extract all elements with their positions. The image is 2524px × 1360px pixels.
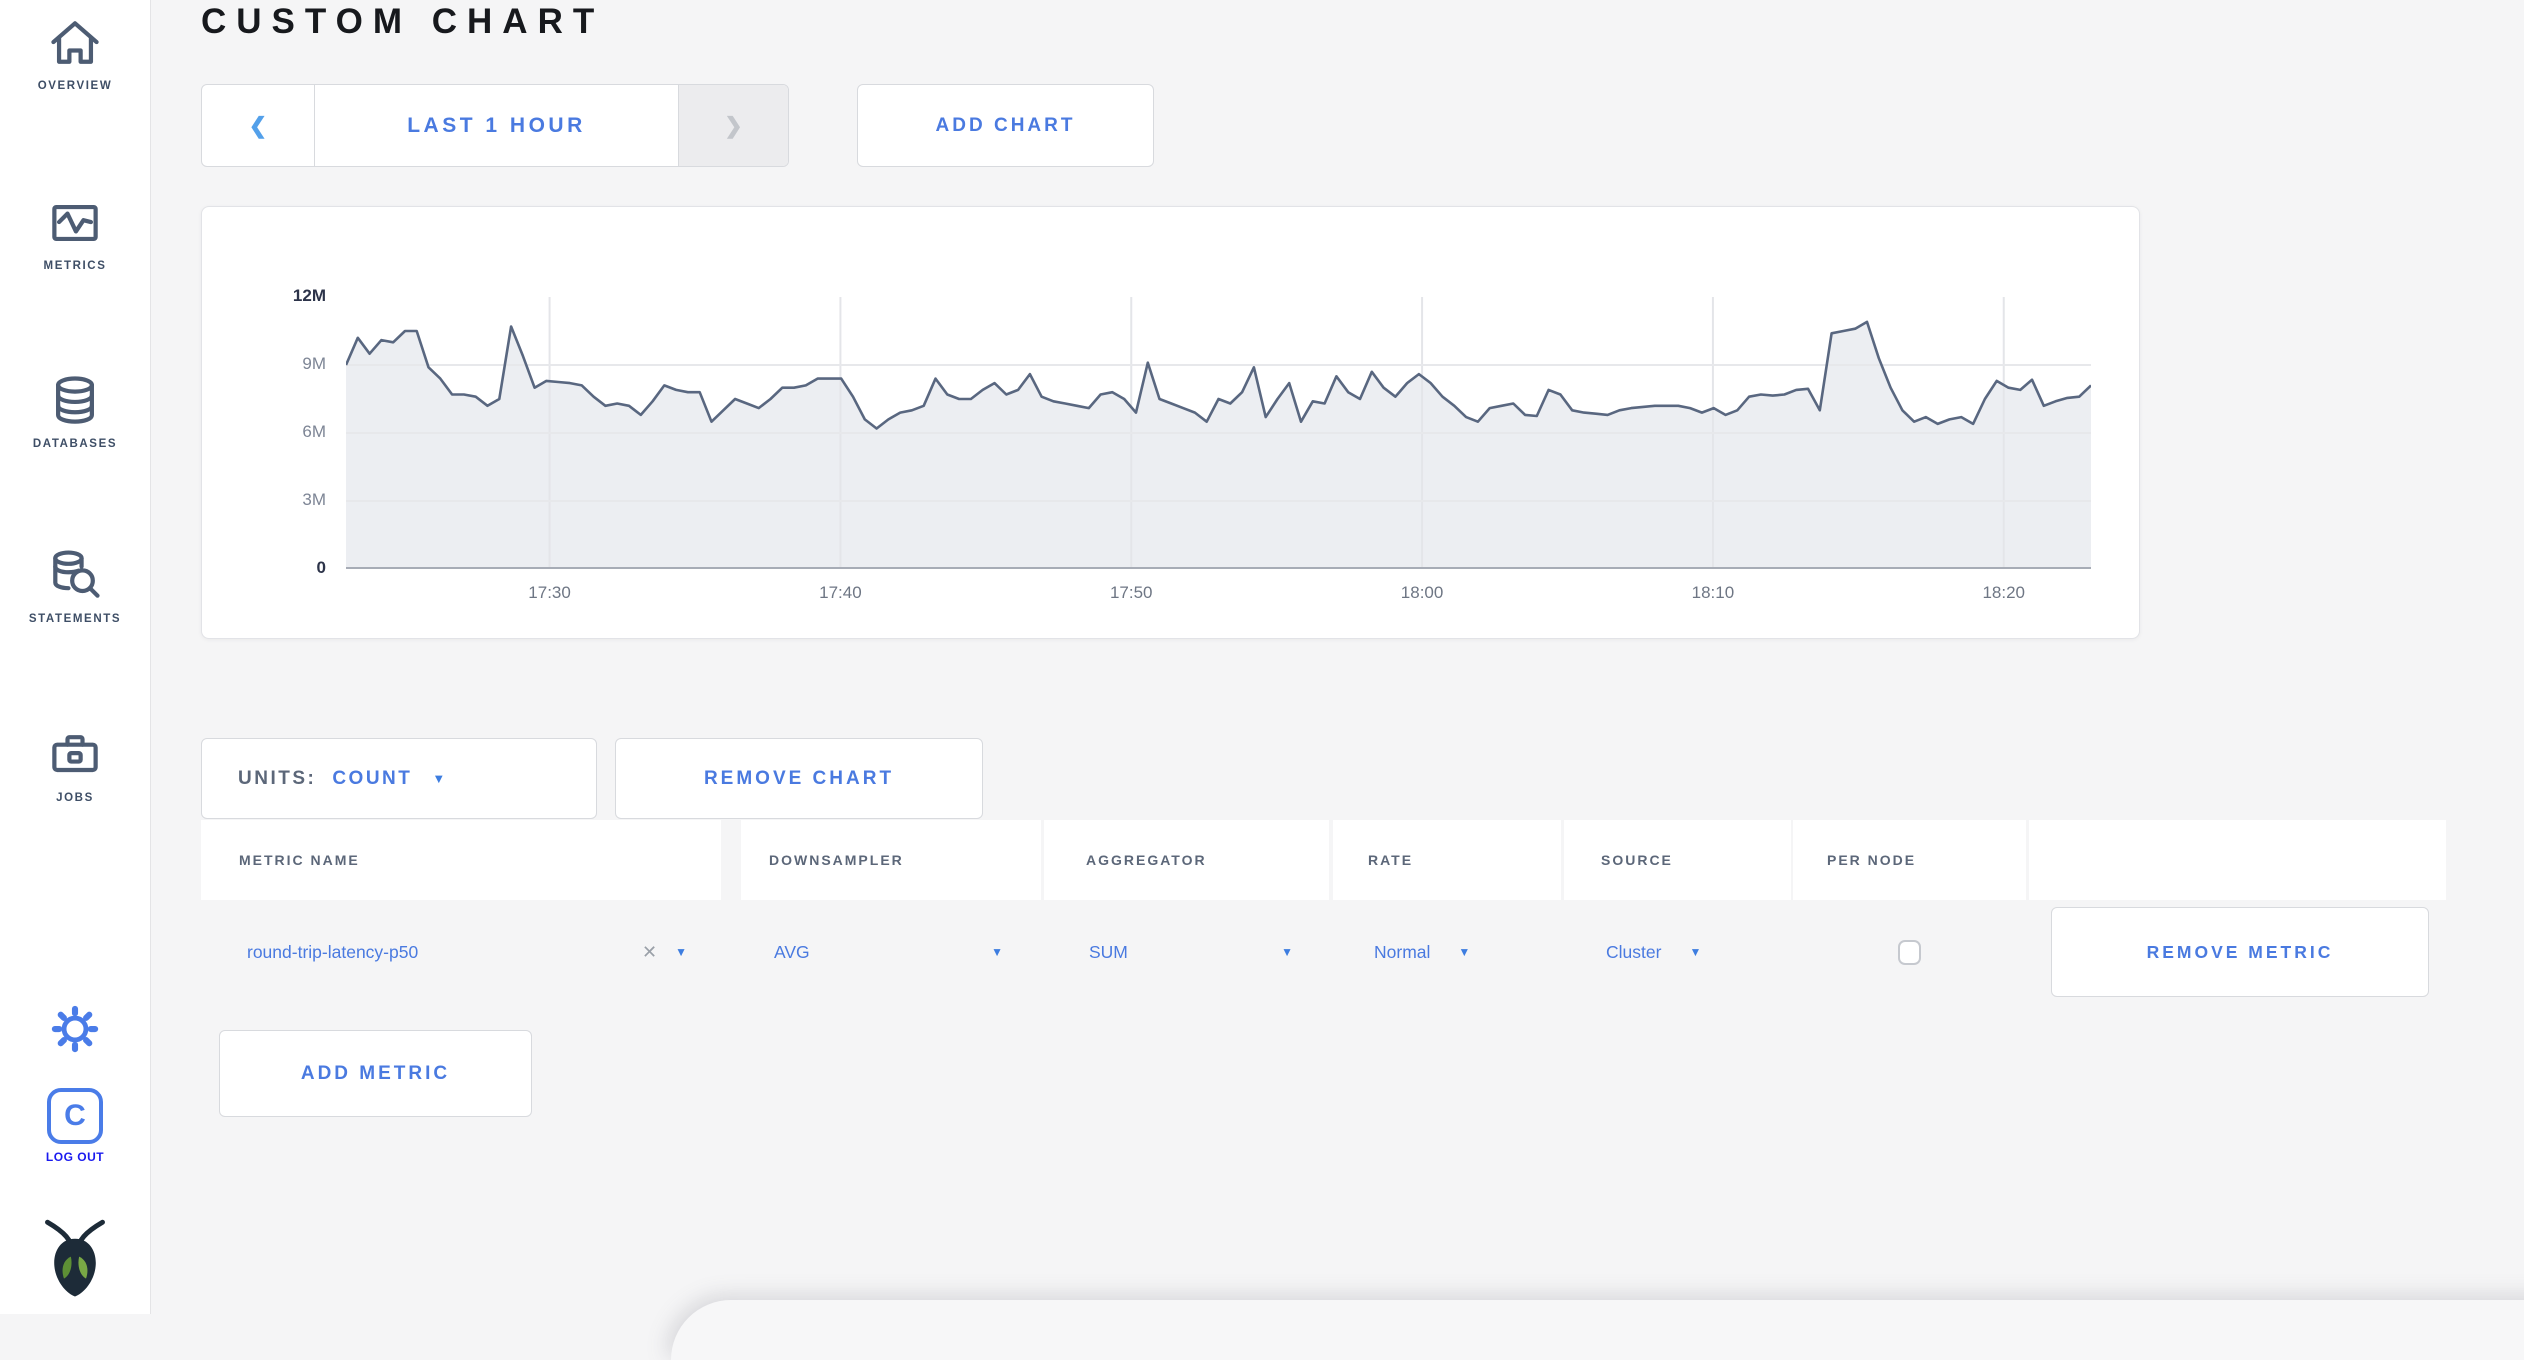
gear-icon (0, 1001, 150, 1057)
column-header-per-node: PER NODE (1793, 820, 2026, 900)
sidebar-item-label: JOBS (56, 792, 94, 804)
units-dropdown[interactable]: UNITS: COUNT ▼ (201, 738, 597, 819)
close-icon[interactable]: ✕ (642, 941, 658, 962)
aggregator-cell: SUM ▼ (1044, 942, 1329, 963)
column-header-rate: RATE (1333, 820, 1561, 900)
chevron-right-icon: ❯ (724, 112, 743, 138)
sidebar-item-overview[interactable]: OVERVIEW (0, 13, 150, 92)
metric-name-cell: round-trip-latency-p50 ✕ ▼ (201, 942, 721, 963)
time-window-selector: ❮ LAST 1 HOUR ❯ (201, 84, 789, 167)
column-header-source: SOURCE (1564, 820, 1791, 900)
x-axis-tick-label: 18:00 (1400, 583, 1444, 602)
units-value: COUNT (332, 767, 413, 789)
database-icon (0, 371, 150, 431)
metrics-table: METRIC NAME DOWNSAMPLER AGGREGATOR RATE … (201, 820, 2446, 1004)
rate-cell: Normal ▼ (1333, 942, 1561, 963)
chevron-down-icon[interactable]: ▼ (675, 945, 687, 959)
x-axis-tick-label: 17:30 (528, 583, 571, 602)
chart-card: 0 3M 6M 9M 12M 17:30 17:40 17:50 18:00 18:10 18:20 (201, 206, 2140, 639)
line-chart (344, 297, 2092, 569)
per-node-checkbox[interactable] (1898, 939, 1921, 965)
remove-metric-button[interactable]: REMOVE METRIC (2051, 907, 2429, 997)
statements-icon (0, 546, 150, 606)
chevron-down-icon: ▼ (432, 771, 449, 786)
sidebar-item-databases[interactable]: DATABASES (0, 371, 150, 450)
chart-toolbar: UNITS: COUNT ▼ REMOVE CHART (201, 738, 983, 819)
x-axis-tick-label: 17:50 (1109, 583, 1153, 602)
settings-button[interactable] (0, 1001, 150, 1057)
chevron-down-icon[interactable]: ▼ (1458, 945, 1471, 959)
actions-cell: REMOVE METRIC (2029, 907, 2446, 997)
x-axis-tick-label: 18:10 (1691, 583, 1735, 602)
logout-button[interactable]: C LOG OUT (0, 1088, 150, 1164)
y-axis-tick-label: 0 (316, 558, 326, 577)
bug-icon (0, 1216, 150, 1300)
logout-label: LOG OUT (45, 1150, 105, 1164)
time-prev-button[interactable]: ❮ (202, 85, 315, 166)
cockroach-bug-logo (0, 1216, 150, 1300)
sidebar-item-metrics[interactable]: METRICS (0, 193, 150, 272)
y-axis-tick-label: 12M (292, 286, 326, 305)
chevron-down-icon[interactable]: ▼ (1689, 945, 1702, 959)
chart-svg (344, 297, 2092, 569)
add-chart-button[interactable]: ADD CHART (857, 84, 1154, 167)
source-dropdown[interactable]: Cluster (1606, 941, 1662, 962)
sidebar-item-label: DATABASES (32, 438, 118, 450)
add-metric-button[interactable]: ADD METRIC (219, 1030, 532, 1117)
y-axis-tick-label: 3M (302, 490, 326, 509)
time-next-button[interactable]: ❯ (678, 85, 788, 166)
column-header-downsampler: DOWNSAMPLER (741, 820, 1041, 900)
y-axis-tick-label: 9M (302, 354, 326, 373)
chevron-down-icon[interactable]: ▼ (991, 945, 1003, 959)
time-range-dropdown[interactable]: LAST 1 HOUR (315, 85, 678, 166)
metrics-icon (0, 193, 150, 253)
chevron-down-icon[interactable]: ▼ (1281, 945, 1293, 959)
sidebar-item-statements[interactable]: STATEMENTS (0, 546, 150, 625)
rate-dropdown[interactable]: Normal (1374, 941, 1431, 962)
cockroach-c-logo: C (47, 1088, 103, 1144)
sidebar-item-jobs[interactable]: JOBS (0, 725, 150, 804)
sidebar-item-label: METRICS (43, 260, 107, 272)
source-cell: Cluster ▼ (1564, 942, 1791, 963)
briefcase-icon (0, 725, 150, 785)
page-title: CUSTOM CHART (201, 2, 605, 41)
downsampler-dropdown[interactable]: AVG (774, 941, 810, 962)
bottom-overlay-shadow (671, 1300, 2524, 1360)
x-axis-tick-label: 18:20 (1982, 583, 2026, 602)
remove-chart-button[interactable]: REMOVE CHART (615, 738, 983, 819)
column-header-aggregator: AGGREGATOR (1044, 820, 1329, 900)
sidebar-item-label: STATEMENTS (28, 613, 122, 625)
x-axis-tick-label: 17:40 (819, 583, 862, 602)
downsampler-cell: AVG ▼ (741, 942, 1041, 963)
metric-name-dropdown[interactable]: round-trip-latency-p50 (247, 941, 419, 962)
table-header-row: METRIC NAME DOWNSAMPLER AGGREGATOR RATE … (201, 820, 2446, 900)
per-node-cell (1793, 939, 2026, 965)
chevron-left-icon: ❮ (248, 112, 268, 138)
units-label: UNITS: (238, 767, 317, 789)
sidebar-item-label: OVERVIEW (37, 80, 113, 92)
table-row: round-trip-latency-p50 ✕ ▼ AVG ▼ SUM ▼ N… (201, 900, 2446, 1004)
column-header-actions (2029, 820, 2446, 900)
column-header-metric-name: METRIC NAME (201, 820, 721, 900)
y-axis-tick-label: 6M (302, 422, 326, 441)
sidebar: OVERVIEW METRICS DATABASES (0, 0, 151, 1314)
time-controls: ❮ LAST 1 HOUR ❯ ADD CHART (201, 84, 1154, 167)
home-icon (0, 13, 150, 73)
main-content: CUSTOM CHART ❮ LAST 1 HOUR ❯ ADD CHART 0… (151, 0, 2524, 1360)
aggregator-dropdown[interactable]: SUM (1089, 941, 1128, 962)
